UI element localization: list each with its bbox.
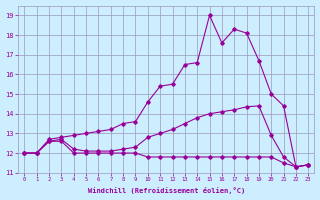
X-axis label: Windchill (Refroidissement éolien,°C): Windchill (Refroidissement éolien,°C) (88, 187, 245, 194)
